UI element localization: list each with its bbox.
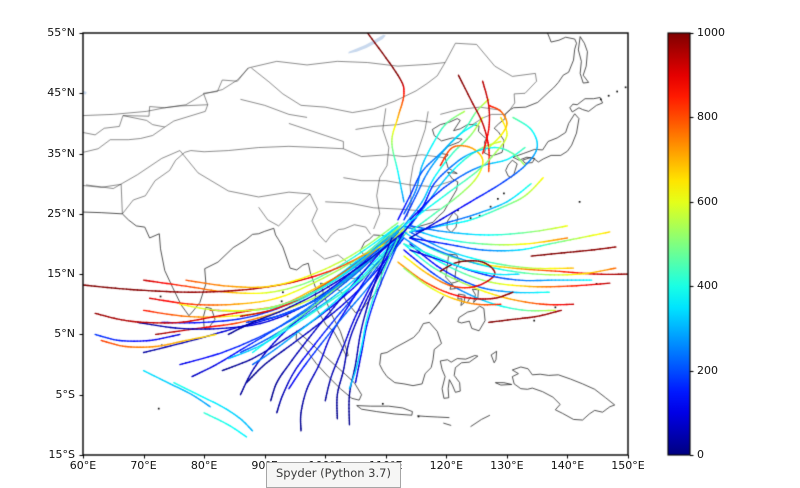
x-axis-tick-label: 150°E bbox=[611, 459, 645, 472]
y-axis-tick-label: 25°N bbox=[47, 206, 75, 220]
y-axis-tick-label: 45°N bbox=[47, 86, 75, 100]
colorbar-tick-label: 400 bbox=[697, 279, 718, 293]
colorbar-tick-label: 1000 bbox=[697, 26, 725, 39]
x-axis-tick-label: 120°E bbox=[429, 459, 464, 472]
spyder-taskbar-tooltip: Spyder (Python 3.7) bbox=[266, 462, 401, 488]
x-axis-tick-label: 70°E bbox=[130, 459, 157, 472]
y-axis-tick-label: 55°N bbox=[47, 26, 75, 39]
colorbar-tick-label: 200 bbox=[697, 363, 718, 377]
y-axis-tick-label: 15°S bbox=[48, 448, 75, 461]
x-axis-tick-label: 80°E bbox=[190, 459, 218, 472]
y-axis-tick-label: 5°N bbox=[54, 327, 75, 341]
y-axis-tick-label: 5°S bbox=[55, 387, 75, 401]
x-axis-tick-label: 60°E bbox=[69, 459, 97, 472]
y-axis-tick-label: 15°N bbox=[47, 267, 75, 281]
colorbar-tick-label: 600 bbox=[697, 194, 718, 208]
colorbar-tick-label: 0 bbox=[697, 448, 704, 461]
x-axis-tick-label: 130°E bbox=[490, 459, 524, 472]
y-axis-tick-label: 35°N bbox=[47, 146, 75, 160]
x-axis-tick-label: 140°E bbox=[550, 459, 585, 472]
colorbar-tick-label: 800 bbox=[697, 110, 718, 124]
